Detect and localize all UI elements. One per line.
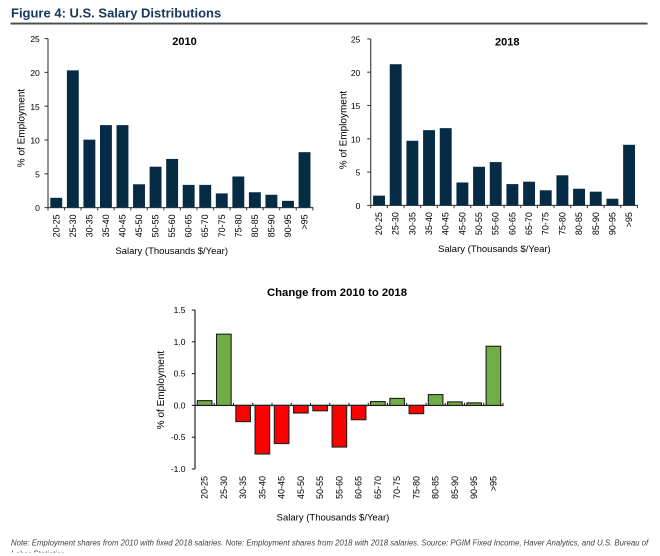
svg-text:35-40: 35-40: [257, 476, 267, 499]
svg-text:80-85: 80-85: [431, 476, 441, 499]
svg-text:55-60: 55-60: [491, 212, 501, 235]
svg-text:55-60: 55-60: [167, 214, 177, 237]
svg-text:20-25: 20-25: [374, 212, 384, 235]
svg-text:55-60: 55-60: [334, 476, 344, 499]
svg-text:Salary (Thousands $/Year): Salary (Thousands $/Year): [277, 513, 390, 524]
svg-text:50-55: 50-55: [315, 476, 325, 499]
svg-text:75-80: 75-80: [411, 476, 421, 499]
svg-text:65-70: 65-70: [373, 476, 383, 499]
svg-text:20: 20: [351, 68, 361, 78]
svg-text:35-40: 35-40: [424, 212, 434, 235]
svg-text:50-55: 50-55: [151, 214, 161, 237]
svg-text:70-75: 70-75: [392, 476, 402, 499]
svg-text:90-95: 90-95: [607, 212, 617, 235]
svg-text:Salary (Thousands $/Year): Salary (Thousands $/Year): [438, 244, 551, 255]
svg-text:60-65: 60-65: [184, 214, 194, 237]
svg-text:25: 25: [30, 34, 40, 44]
svg-text:60-65: 60-65: [507, 212, 517, 235]
svg-text:30-35: 30-35: [407, 212, 417, 235]
svg-text:65-70: 65-70: [200, 214, 210, 237]
svg-text:25-30: 25-30: [68, 214, 78, 237]
svg-text:30-35: 30-35: [84, 214, 94, 237]
svg-text:Salary (Thousands $/Year): Salary (Thousands $/Year): [115, 246, 228, 257]
svg-text:0.5: 0.5: [174, 369, 186, 379]
svg-text:% of Employment: % of Employment: [156, 351, 167, 430]
svg-text:% of Employment: % of Employment: [17, 89, 28, 168]
svg-text:40-45: 40-45: [117, 214, 127, 237]
svg-text:65-70: 65-70: [524, 212, 534, 235]
svg-text:>95: >95: [624, 212, 634, 227]
svg-text:Figure 4: U.S. Salary Distribu: Figure 4: U.S. Salary Distributions: [11, 5, 221, 20]
svg-text:30-35: 30-35: [238, 476, 248, 499]
svg-text:80-85: 80-85: [250, 214, 260, 237]
svg-text:5: 5: [35, 169, 40, 179]
svg-text:25-30: 25-30: [391, 212, 401, 235]
svg-text:Change from 2010 to 2018: Change from 2010 to 2018: [267, 287, 407, 299]
svg-text:90-95: 90-95: [469, 476, 479, 499]
svg-text:50-55: 50-55: [474, 212, 484, 235]
svg-text:-0.5: -0.5: [171, 432, 186, 442]
svg-text:85-90: 85-90: [450, 476, 460, 499]
svg-text:75-80: 75-80: [557, 212, 567, 235]
svg-text:40-45: 40-45: [441, 212, 451, 235]
svg-text:1.0: 1.0: [174, 337, 186, 347]
svg-text:>95: >95: [488, 476, 498, 491]
svg-text:15: 15: [30, 102, 40, 112]
svg-text:2018: 2018: [495, 37, 519, 49]
svg-text:Note: Employment shares from 2: Note: Employment shares from 2010 with f…: [11, 538, 649, 547]
svg-text:20: 20: [30, 68, 40, 78]
svg-text:0.0: 0.0: [174, 400, 186, 410]
svg-text:80-85: 80-85: [574, 212, 584, 235]
svg-text:20-25: 20-25: [51, 214, 61, 237]
svg-text:20-25: 20-25: [200, 476, 210, 499]
svg-text:0: 0: [356, 201, 361, 211]
svg-text:45-50: 45-50: [457, 212, 467, 235]
svg-text:-1.0: -1.0: [171, 464, 186, 474]
svg-text:45-50: 45-50: [134, 214, 144, 237]
svg-text:10: 10: [351, 134, 361, 144]
svg-text:2010: 2010: [172, 36, 196, 48]
svg-text:35-40: 35-40: [101, 214, 111, 237]
svg-text:0: 0: [35, 203, 40, 213]
svg-text:45-50: 45-50: [296, 476, 306, 499]
svg-text:90-95: 90-95: [283, 214, 293, 237]
svg-text:85-90: 85-90: [266, 214, 276, 237]
svg-text:1.5: 1.5: [174, 305, 186, 315]
svg-text:25-30: 25-30: [219, 476, 229, 499]
svg-text:85-90: 85-90: [591, 212, 601, 235]
svg-text:40-45: 40-45: [277, 476, 287, 499]
svg-text:70-75: 70-75: [541, 212, 551, 235]
svg-text:25: 25: [351, 35, 361, 45]
svg-text:5: 5: [356, 168, 361, 178]
svg-text:15: 15: [351, 101, 361, 111]
svg-text:>95: >95: [300, 214, 310, 229]
svg-text:70-75: 70-75: [217, 214, 227, 237]
svg-text:75-80: 75-80: [233, 214, 243, 237]
svg-text:% of Employment: % of Employment: [339, 91, 350, 170]
svg-text:60-65: 60-65: [354, 476, 364, 499]
svg-text:10: 10: [30, 136, 40, 146]
